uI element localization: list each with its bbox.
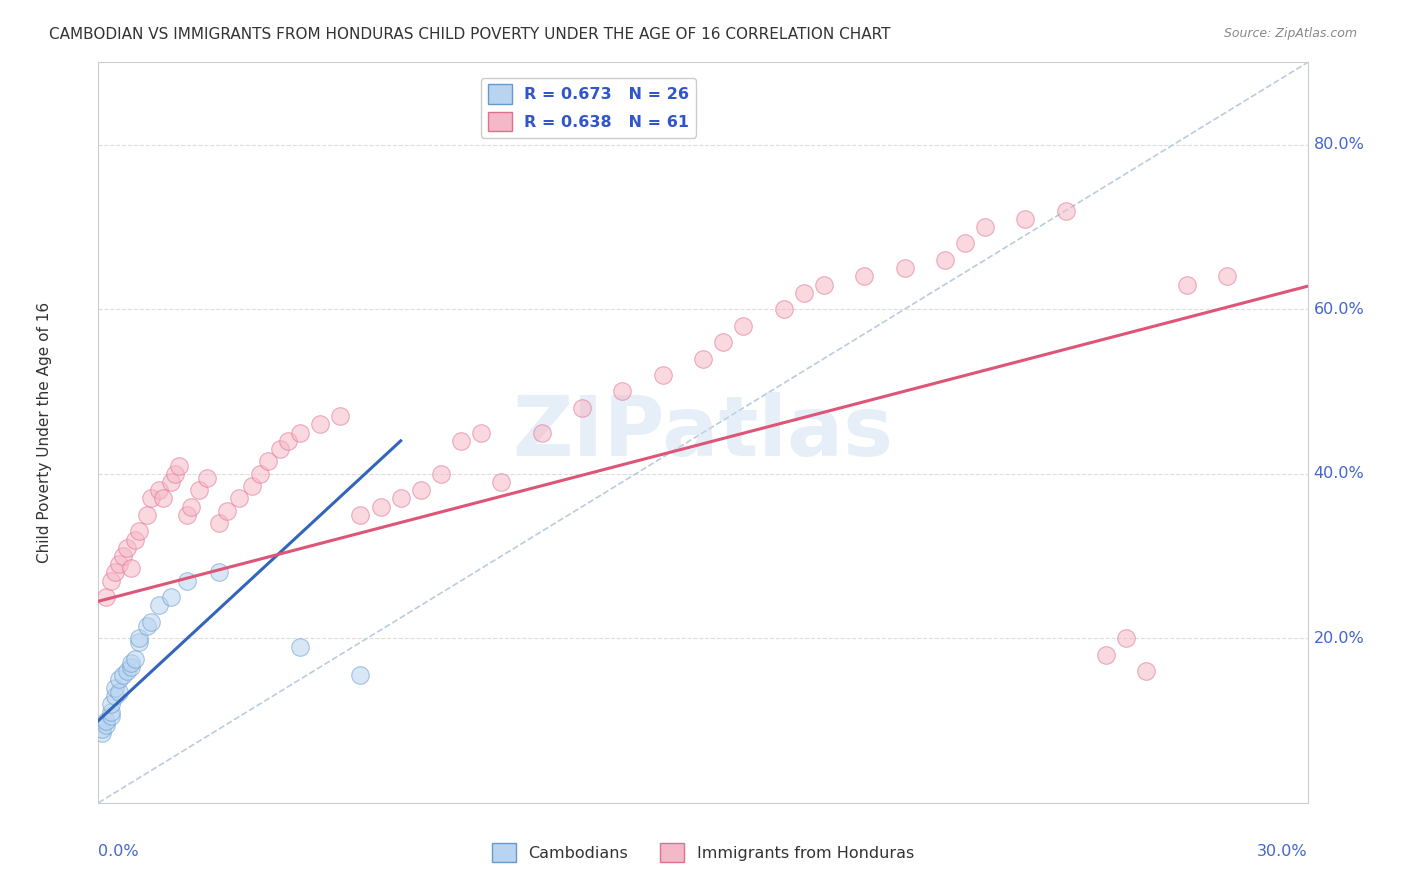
Text: 0.0%: 0.0% (98, 844, 139, 858)
Point (111, 668, 134, 682)
Point (188, 483, 211, 498)
Point (135, 508, 157, 522)
Point (91, 722, 114, 736)
Point (329, 409, 352, 424)
Text: CAMBODIAN VS IMMIGRANTS FROM HONDURAS CHILD POVERTY UNDER THE AGE OF 16 CORRELAT: CAMBODIAN VS IMMIGRANTS FROM HONDURAS CH… (49, 27, 891, 42)
Point (96, 717, 118, 731)
Point (934, 252, 956, 267)
Point (176, 574, 198, 588)
Point (111, 549, 134, 563)
Point (853, 269, 876, 284)
Point (208, 516, 231, 530)
Point (530, 425, 553, 440)
Text: 40.0%: 40.0% (1313, 467, 1364, 482)
Point (893, 261, 915, 276)
Point (120, 656, 142, 670)
Point (124, 652, 146, 666)
Point (349, 668, 371, 682)
Text: Child Poverty Under the Age of 16: Child Poverty Under the Age of 16 (37, 302, 52, 563)
Point (288, 640, 311, 654)
Point (128, 524, 150, 539)
Legend: Cambodians, Immigrants from Honduras: Cambodians, Immigrants from Honduras (485, 837, 921, 869)
Point (100, 706, 122, 720)
Point (180, 500, 202, 514)
Point (160, 475, 183, 489)
Point (409, 483, 432, 498)
Point (733, 318, 755, 333)
Point (128, 632, 150, 646)
Point (793, 285, 815, 300)
Text: 60.0%: 60.0% (1313, 301, 1364, 317)
Point (1054, 203, 1077, 218)
Point (389, 491, 412, 506)
Point (107, 558, 129, 572)
Point (430, 467, 453, 481)
Point (91, 726, 114, 740)
Point (370, 500, 392, 514)
Text: ZIPatlas: ZIPatlas (513, 392, 893, 473)
Point (96, 590, 118, 604)
Point (120, 561, 142, 575)
Point (100, 697, 122, 711)
Point (152, 491, 174, 506)
Point (1115, 632, 1137, 646)
Point (491, 475, 513, 489)
Point (139, 491, 162, 506)
Point (103, 681, 125, 695)
Point (160, 590, 183, 604)
Text: 80.0%: 80.0% (1313, 137, 1364, 153)
Point (1135, 664, 1157, 678)
Point (120, 660, 142, 674)
Point (124, 533, 146, 547)
Point (195, 471, 218, 485)
Point (470, 425, 492, 440)
Point (163, 467, 186, 481)
Point (269, 442, 291, 456)
Point (228, 491, 250, 506)
Point (249, 467, 271, 481)
Point (135, 619, 157, 633)
Point (692, 351, 714, 366)
Point (612, 384, 634, 399)
Point (571, 401, 593, 415)
Point (813, 277, 835, 292)
Point (208, 566, 231, 580)
Point (148, 483, 170, 498)
Point (96, 714, 118, 728)
Point (115, 664, 138, 678)
Point (1014, 211, 1036, 226)
Point (772, 302, 794, 317)
Point (176, 508, 198, 522)
Point (309, 417, 332, 432)
Point (103, 689, 125, 703)
Point (953, 236, 976, 251)
Point (277, 434, 299, 448)
Point (100, 574, 122, 588)
Point (288, 425, 311, 440)
Point (1216, 269, 1239, 284)
Point (107, 685, 129, 699)
Point (100, 709, 122, 723)
Point (1095, 648, 1118, 662)
Point (115, 541, 138, 555)
Text: 30.0%: 30.0% (1257, 844, 1308, 858)
Point (450, 434, 472, 448)
Point (128, 635, 150, 649)
Point (167, 458, 190, 473)
Text: Source: ZipAtlas.com: Source: ZipAtlas.com (1223, 27, 1357, 40)
Point (711, 335, 734, 350)
Point (139, 615, 162, 629)
Text: 20.0%: 20.0% (1313, 631, 1364, 646)
Point (1175, 277, 1198, 292)
Point (240, 479, 263, 493)
Point (217, 504, 239, 518)
Point (107, 673, 129, 687)
Point (651, 368, 673, 382)
Point (974, 219, 997, 234)
Point (256, 454, 278, 468)
Point (349, 508, 371, 522)
Point (148, 599, 170, 613)
Point (103, 566, 125, 580)
